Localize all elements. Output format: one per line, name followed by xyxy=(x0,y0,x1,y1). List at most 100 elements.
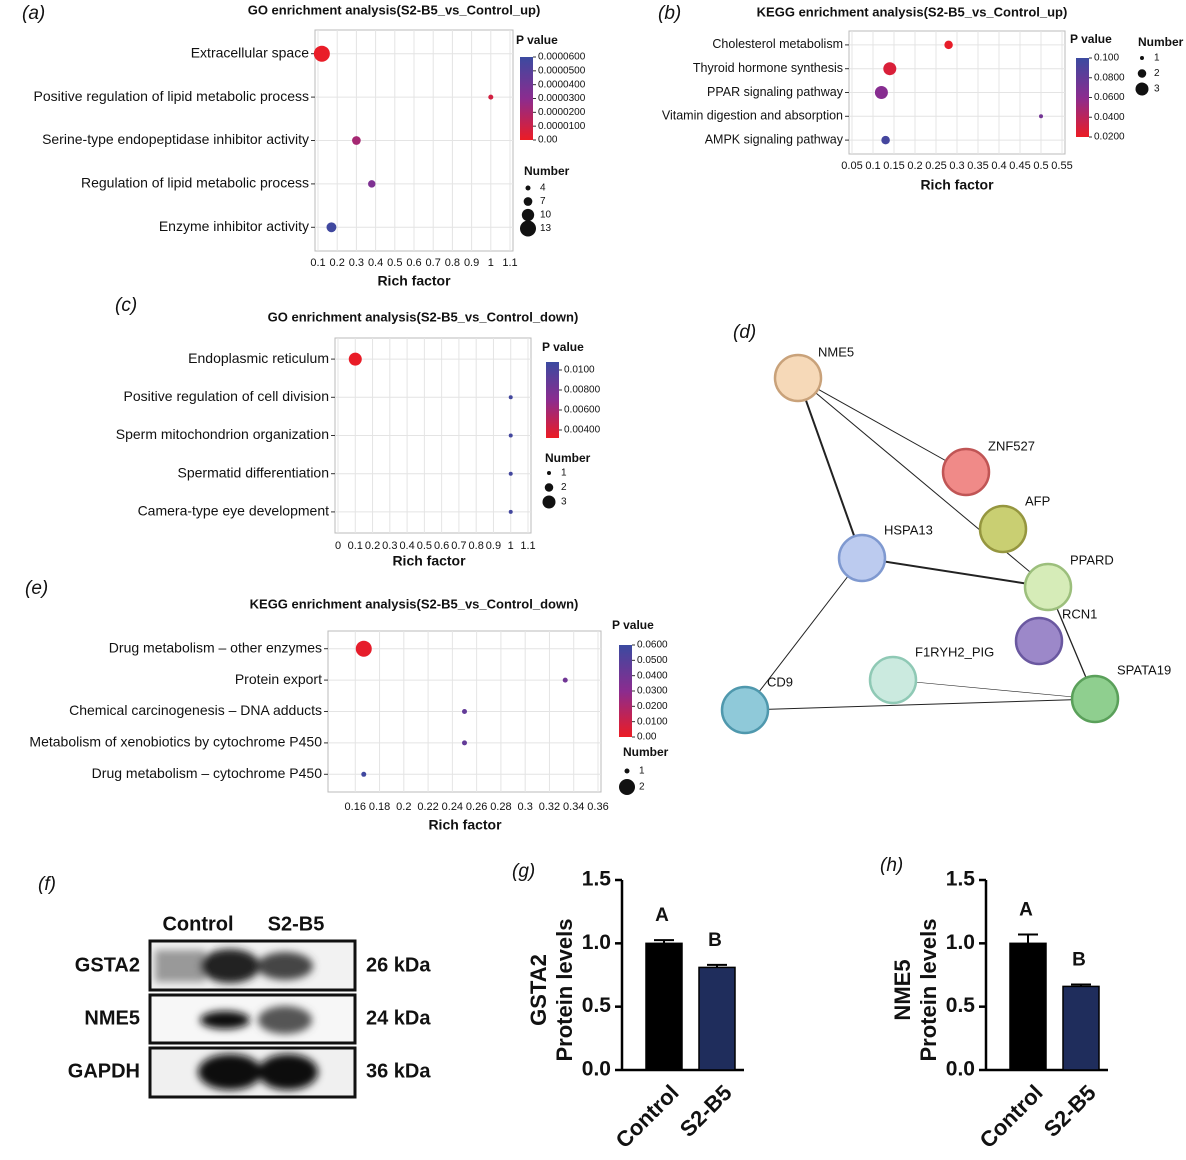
x-tick-label: 0.22 xyxy=(417,801,438,813)
colorbar-tick-label: 0.0200 xyxy=(1094,132,1125,143)
panel-label: (b) xyxy=(658,3,681,24)
node-label: AFP xyxy=(1025,493,1050,508)
x-tick-label: 0.3 xyxy=(382,540,397,552)
colorbar-tick-label: 0.0000500 xyxy=(538,65,586,76)
node-label: F1RYH2_PIG xyxy=(915,644,994,659)
x-tick-label: Control xyxy=(611,1080,684,1153)
colorbar xyxy=(1076,58,1089,137)
dot xyxy=(881,135,890,145)
colorbar-tick-label: 0.00800 xyxy=(564,385,601,396)
panel-label: (d) xyxy=(733,322,756,343)
y-tick-label: Enzyme inhibitor activity xyxy=(159,218,309,234)
x-tick-label: 1 xyxy=(508,540,514,552)
x-tick-label: 0.36 xyxy=(587,801,608,813)
band xyxy=(200,949,260,983)
y-tick-label: 0.0 xyxy=(946,1058,975,1081)
y-tick-label: Chemical carcinogenesis – DNA adducts xyxy=(69,702,322,718)
x-axis-label: Rich factor xyxy=(428,817,502,833)
x-tick-label: 0.4 xyxy=(991,160,1006,172)
panel-label: (h) xyxy=(880,855,903,876)
significance-letter: B xyxy=(708,930,722,951)
x-tick-label: 0.35 xyxy=(967,160,988,172)
colorbar-tick-label: 0.0000300 xyxy=(538,93,586,104)
node xyxy=(773,353,823,403)
colorbar-title: P value xyxy=(1070,32,1112,46)
node xyxy=(1023,562,1073,612)
y-tick-label: AMPK signaling pathway xyxy=(705,132,844,146)
y-tick-label: Vitamin digestion and absorption xyxy=(662,109,843,123)
x-tick-label: 0.16 xyxy=(345,801,366,813)
node xyxy=(978,504,1028,554)
dot xyxy=(508,395,513,400)
x-axis-label: Rich factor xyxy=(392,553,466,569)
y-tick-label: Endoplasmic reticulum xyxy=(188,350,329,366)
size-legend-label: 1 xyxy=(1154,53,1160,64)
dot xyxy=(883,62,897,76)
x-tick-label: 0.55 xyxy=(1051,160,1072,172)
y-tick-label: 0.5 xyxy=(946,994,976,1017)
band xyxy=(258,1054,318,1090)
x-tick-label: 0 xyxy=(335,540,341,552)
x-tick-label: 0.32 xyxy=(539,801,560,813)
size-legend-title: Number xyxy=(524,164,570,178)
node xyxy=(837,533,887,583)
panel-label: (c) xyxy=(115,295,137,316)
x-tick-label: 0.1 xyxy=(310,257,325,269)
y-tick-label: Drug metabolism – other enzymes xyxy=(109,639,322,655)
y-tick-label: Positive regulation of cell division xyxy=(124,388,329,404)
dot xyxy=(944,40,953,50)
blot: (f) Control S2-B5 xyxy=(38,874,357,1099)
y-tick-label: Drug metabolism – cytochrome P450 xyxy=(92,765,323,781)
node-label: ZNF527 xyxy=(988,438,1035,453)
colorbar-tick-label: 0.0600 xyxy=(637,640,668,651)
colorbar-title: P value xyxy=(542,340,584,354)
size-legend-dot xyxy=(523,197,533,206)
bands xyxy=(155,949,318,1090)
x-tick-label: 0.2 xyxy=(330,257,345,269)
x-tick-label: 0.4 xyxy=(399,540,414,552)
band xyxy=(155,950,205,982)
dot xyxy=(462,740,467,746)
colorbar xyxy=(546,362,559,438)
x-tick-label: 0.9 xyxy=(464,257,479,269)
bar xyxy=(698,966,736,1071)
x-tick-label: 0.18 xyxy=(369,801,390,813)
panel-label: (e) xyxy=(25,578,48,599)
x-axis-label: Rich factor xyxy=(377,273,451,289)
size-legend-dot xyxy=(624,768,630,774)
node xyxy=(868,655,918,705)
dot xyxy=(508,509,513,514)
y-tick-label: Spermatid differentiation xyxy=(178,464,330,480)
x-tick-label: 0.34 xyxy=(563,801,584,813)
dot xyxy=(361,771,367,777)
colorbar xyxy=(619,645,632,737)
bar xyxy=(645,942,683,1071)
blot-labels: GSTA2 26 kDa NME5 24 kDa GAPDH 36 kDa xyxy=(68,954,432,1082)
bar-chart: (h) 0.0 0.5 1.0 1.5 NME5 Protein levels A Contro… xyxy=(880,855,1108,1153)
x-tick-label: 0.26 xyxy=(466,801,487,813)
size-legend-dot xyxy=(525,185,531,191)
colorbar-tick-label: 0.0000600 xyxy=(538,52,586,63)
band-size: 26 kDa xyxy=(366,954,431,976)
y-axis-label: Protein levels xyxy=(916,918,941,1061)
y-tick-label: Thyroid hormone synthesis xyxy=(693,61,843,75)
dot xyxy=(508,433,513,438)
node-label: HSPA13 xyxy=(884,522,933,537)
x-tick-label: 0.3 xyxy=(518,801,533,813)
x-tick-label: 0.5 xyxy=(417,540,432,552)
size-legend-label: 2 xyxy=(1154,68,1160,79)
panel-label: (f) xyxy=(38,874,56,895)
edge xyxy=(861,557,1049,588)
y-tick-label: Metabolism of xenobiotics by cytochrome … xyxy=(29,734,322,750)
significance-letter: A xyxy=(1019,899,1033,920)
size-legend-dot xyxy=(547,471,551,475)
dot xyxy=(508,471,513,476)
y-tick-label: 0.5 xyxy=(582,994,612,1017)
x-tick-label: 1.1 xyxy=(502,257,517,269)
x-tick-label: 0.45 xyxy=(1009,160,1030,172)
dot xyxy=(313,45,330,62)
y-tick-label: Extracellular space xyxy=(191,44,309,60)
edge xyxy=(797,377,967,473)
y-tick-label: Sperm mitochondrion organization xyxy=(116,426,329,442)
